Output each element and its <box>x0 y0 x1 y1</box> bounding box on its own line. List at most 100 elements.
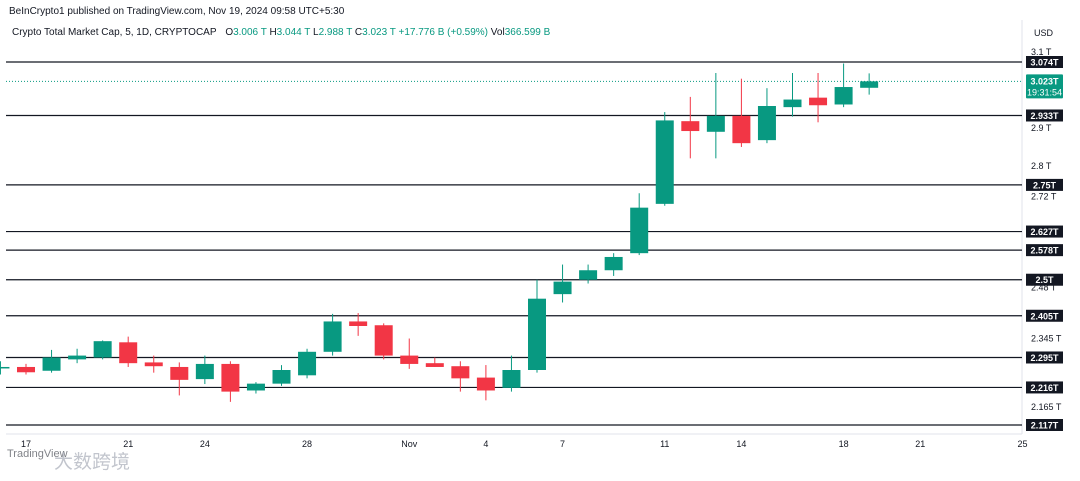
x-tick-label: 7 <box>560 439 565 449</box>
level-tag-label: 2.627T <box>1030 227 1059 237</box>
candle-body <box>528 298 546 370</box>
level-tag <box>1026 419 1063 431</box>
x-tick-label: Nov <box>401 439 418 449</box>
open-label: O <box>225 27 234 38</box>
level-tag <box>1026 351 1063 364</box>
candle-body <box>732 115 751 144</box>
y-tick-label: 2.72 T <box>1031 191 1057 201</box>
close-label: C <box>354 27 363 38</box>
low-label: L <box>313 27 319 38</box>
level-tag-label: 2.578T <box>1030 246 1059 256</box>
candle-body <box>246 383 265 391</box>
candle-body <box>42 357 61 371</box>
level-tag-label: 2.216T <box>1030 383 1059 393</box>
candle-body <box>374 325 393 356</box>
candle-body <box>860 81 879 88</box>
level-tag <box>1026 56 1063 68</box>
level-tag-label: 2.295T <box>1030 353 1059 363</box>
y-tick-label: 2.345 T <box>1031 334 1062 344</box>
level-tag-label: 3.074T <box>1030 58 1059 68</box>
candle-body <box>400 355 419 364</box>
candle-body <box>119 342 138 364</box>
level-tag <box>1026 244 1063 257</box>
ohlc-legend: Crypto Total Market Cap, 5, 1D, CRYPTOCA… <box>12 27 550 38</box>
candle-body <box>68 355 87 360</box>
candle-body <box>451 366 470 379</box>
y-tick-label: 2.48 T <box>1031 282 1057 292</box>
level-tag <box>1026 381 1063 394</box>
x-tick-label: 4 <box>483 439 488 449</box>
x-tick-label: 21 <box>915 439 925 449</box>
x-tick-label: 14 <box>736 439 746 449</box>
level-tag-label: 2.5T <box>1035 275 1054 285</box>
candles <box>0 63 879 402</box>
level-tag <box>1026 309 1063 322</box>
x-tick-label: 11 <box>660 439 669 449</box>
candle-body <box>655 120 674 204</box>
candle-body <box>604 256 623 271</box>
level-tag <box>1026 109 1063 122</box>
y-tick-label: 2.165 T <box>1031 402 1062 412</box>
level-tag-label: 2.75T <box>1033 180 1057 190</box>
candle-body <box>144 362 163 367</box>
level-tag-label: 2.405T <box>1030 311 1059 321</box>
candle-body <box>681 121 700 132</box>
level-tag-label: 2.933T <box>1030 111 1059 121</box>
candle-body <box>502 370 521 388</box>
x-tick-label: 24 <box>200 439 210 449</box>
candle-body <box>221 363 240 392</box>
level-tag <box>1026 273 1063 286</box>
y-tick-label: 2.9 T <box>1031 123 1052 133</box>
candle-body <box>425 363 444 367</box>
candle-body <box>323 321 342 352</box>
last-price-value: 3.023T <box>1030 76 1059 86</box>
candle-body <box>553 281 572 295</box>
overlay-watermark: 大数跨境 <box>54 452 131 473</box>
tradingview-watermark: TradingView <box>7 448 68 460</box>
level-tag <box>1026 178 1063 191</box>
x-tick-label: 21 <box>123 439 133 449</box>
candle-body <box>272 370 291 384</box>
high-label: H <box>269 27 277 38</box>
low-value: 2.988 T <box>318 27 353 38</box>
candle-body <box>834 87 853 105</box>
candle-body <box>809 97 828 106</box>
candle-body <box>783 99 802 108</box>
publisher-line: BeInCrypto1 published on TradingView.com… <box>9 6 345 17</box>
open-value: 3.006 T <box>233 27 267 38</box>
last-price-countdown: 19:31:54 <box>1027 87 1062 97</box>
change-value: +17.776 B (+0.59%) <box>398 27 489 38</box>
vol-label: Vol <box>490 27 505 38</box>
symbol-title: Crypto Total Market Cap, 5, 1D, CRYPTOCA… <box>12 27 217 38</box>
candle-body <box>93 341 112 358</box>
last-price-tag-box <box>1026 74 1063 99</box>
level-lines: 3.074T 2.933T 2.75T 2.627T 2.578T 2.5T 2.405T 2… <box>6 56 1063 431</box>
candle-body <box>0 366 10 369</box>
y-axis-ticks: 3.1 T 2.9 T 2.8 T 2.72 T 2.48 T 2.345 T 2.165 … <box>1031 47 1062 412</box>
close-value: 3.023 T <box>362 27 396 38</box>
candle-body <box>298 351 317 376</box>
candle-body <box>757 106 776 141</box>
currency-label[interactable]: USD <box>1034 28 1054 38</box>
level-tag-label: 2.117T <box>1031 421 1059 431</box>
y-tick-label: 2.8 T <box>1031 161 1052 171</box>
candle-body <box>195 363 214 380</box>
high-value: 3.044 T <box>276 27 311 38</box>
candle-body <box>476 377 495 391</box>
candle-body <box>706 115 725 132</box>
vol-value: 366.599 B <box>504 27 551 38</box>
x-tick-label: 25 <box>1017 439 1027 449</box>
level-tag <box>1026 225 1063 238</box>
y-tick-label: 3.1 T <box>1031 47 1052 57</box>
candle-body <box>579 270 598 280</box>
x-tick-label: 18 <box>839 439 849 449</box>
candle-body <box>630 207 649 254</box>
x-tick-label: 28 <box>302 439 312 449</box>
candle-body <box>170 366 189 380</box>
x-tick-label: 17 <box>21 439 31 449</box>
candle-body <box>349 321 368 326</box>
candle-body <box>17 366 35 373</box>
x-axis-ticks: 17 21 24 28 Nov 4 7 11 14 18 21 25 <box>21 439 1027 449</box>
